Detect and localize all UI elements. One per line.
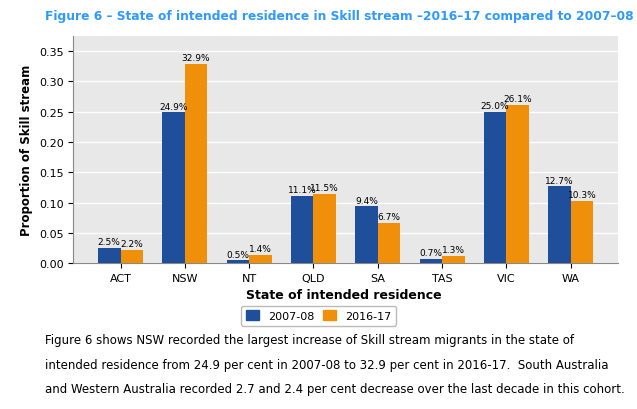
Bar [313,194,336,264]
Text: 9.4%: 9.4% [355,196,378,205]
Bar [98,249,120,264]
Text: 1.3%: 1.3% [442,245,465,254]
Text: 11.5%: 11.5% [310,183,339,192]
Text: 12.7%: 12.7% [545,176,574,185]
Text: 1.4%: 1.4% [249,245,272,254]
Legend: 2007-08, 2016-17: 2007-08, 2016-17 [241,306,396,326]
Text: State of intended residence: State of intended residence [246,288,442,301]
Bar [548,187,571,264]
Y-axis label: Proportion of Skill stream: Proportion of Skill stream [20,65,33,236]
Bar [355,207,378,264]
Bar [227,261,249,264]
Text: 2.2%: 2.2% [120,240,143,249]
Bar [442,256,464,264]
Text: 26.1%: 26.1% [503,95,532,104]
Bar [420,260,442,264]
Bar [249,255,271,264]
Text: 2.5%: 2.5% [98,238,120,247]
Text: 0.5%: 0.5% [226,250,249,259]
Text: 11.1%: 11.1% [288,186,317,195]
Text: intended residence from 24.9 per cent in 2007-08 to 32.9 per cent in 2016-17.  S: intended residence from 24.9 per cent in… [45,358,608,371]
Bar [378,223,400,264]
Bar [571,202,593,264]
Bar [291,197,313,264]
Bar [506,106,529,264]
Bar [185,65,207,264]
Text: 0.7%: 0.7% [419,249,442,258]
Text: Figure 6 – State of intended residence in Skill stream –2016–17 compared to 2007: Figure 6 – State of intended residence i… [45,10,633,23]
Text: 32.9%: 32.9% [182,54,210,63]
Text: Figure 6 shows NSW recorded the largest increase of Skill stream migrants in the: Figure 6 shows NSW recorded the largest … [45,333,573,346]
Text: 10.3%: 10.3% [568,191,596,200]
Text: 25.0%: 25.0% [481,102,510,111]
Text: and Western Australia recorded 2.7 and 2.4 per cent decrease over the last decad: and Western Australia recorded 2.7 and 2… [45,382,624,396]
Bar [484,112,506,264]
Text: 6.7%: 6.7% [378,212,401,221]
Text: 24.9%: 24.9% [159,102,188,111]
Bar [120,250,143,264]
Bar [162,113,185,264]
